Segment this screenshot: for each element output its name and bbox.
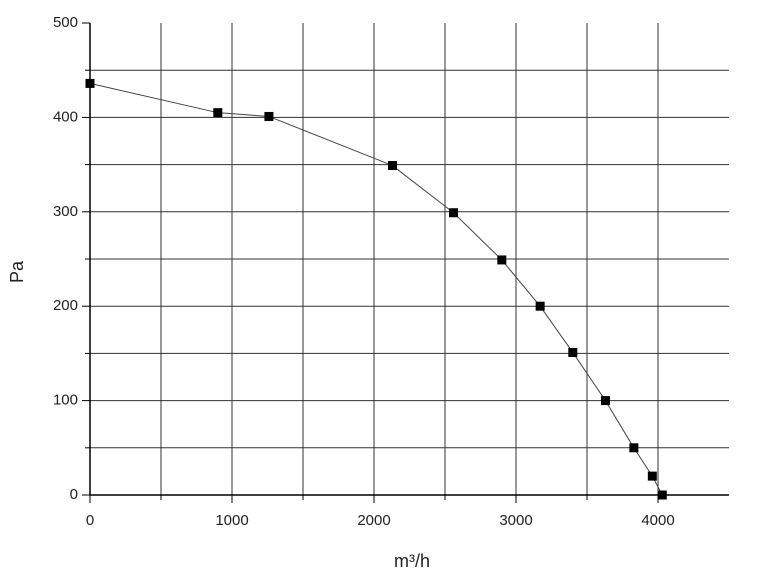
x-tick-label: 2000 bbox=[357, 512, 390, 529]
data-point bbox=[264, 111, 274, 121]
data-point bbox=[387, 161, 397, 171]
y-axis-title: Pa bbox=[7, 260, 27, 283]
y-tick-label: 200 bbox=[53, 297, 78, 314]
y-tick-label: 100 bbox=[53, 392, 78, 409]
data-point bbox=[85, 78, 95, 88]
data-point bbox=[657, 490, 667, 500]
data-point bbox=[647, 471, 657, 481]
x-tick-label: 3000 bbox=[499, 512, 532, 529]
x-tick-label: 0 bbox=[86, 512, 94, 529]
y-tick-label: 500 bbox=[53, 14, 78, 31]
data-point bbox=[449, 208, 459, 218]
series-line bbox=[89, 82, 663, 496]
y-tick-label: 300 bbox=[53, 203, 78, 220]
data-point bbox=[213, 108, 223, 118]
x-axis-title: m³/h bbox=[394, 551, 430, 571]
y-tick-label: 400 bbox=[53, 108, 78, 125]
y-tick-label: 0 bbox=[70, 486, 78, 503]
data-point bbox=[629, 443, 639, 453]
data-point bbox=[568, 347, 578, 357]
x-tick-label: 4000 bbox=[641, 512, 674, 529]
x-tick-label: 1000 bbox=[215, 512, 248, 529]
data-point bbox=[497, 255, 507, 265]
data-point bbox=[600, 396, 610, 406]
data-point bbox=[535, 301, 545, 311]
